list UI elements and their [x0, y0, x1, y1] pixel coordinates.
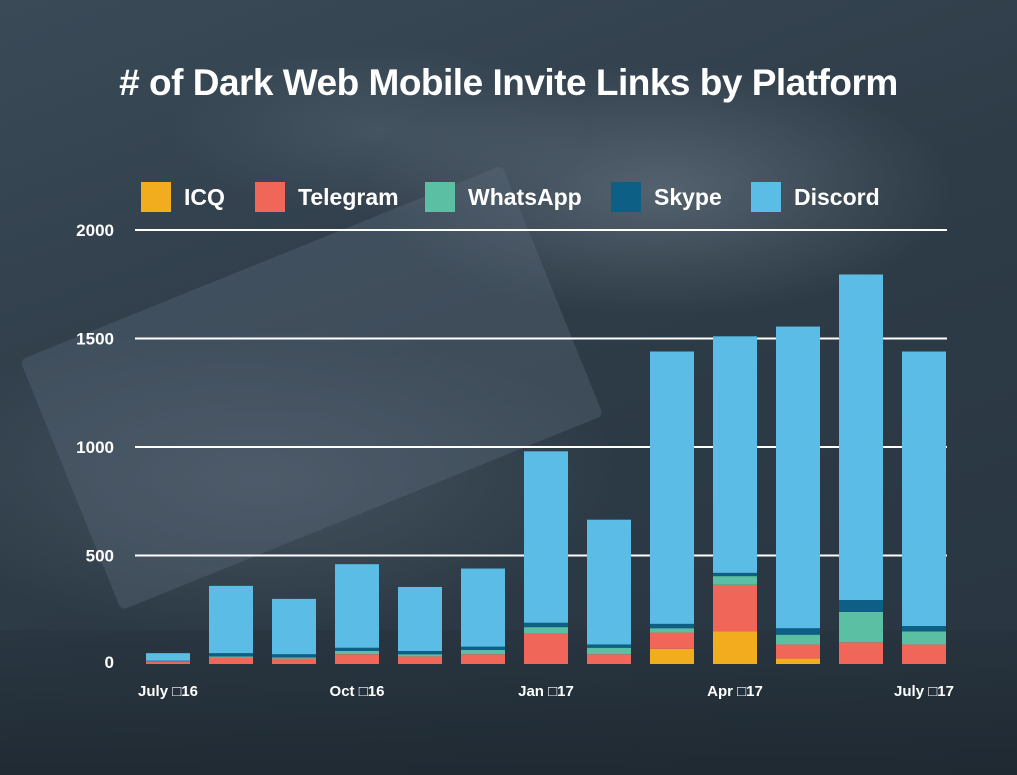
bar-skype-5 [461, 646, 505, 650]
legend-label-skype: Skype [654, 183, 722, 210]
bar-skype-10 [776, 628, 820, 635]
bar-skype-9 [713, 572, 757, 577]
legend-swatch-telegram [255, 182, 285, 212]
bar-stack-3 [335, 564, 379, 664]
legend-swatch-icq [141, 182, 171, 212]
bar-telegram-9 [713, 584, 757, 632]
bar-whatsapp-10 [776, 634, 820, 645]
bar-whatsapp-3 [335, 650, 379, 655]
legend-swatch-whatsapp [425, 182, 455, 212]
legend-item-telegram: Telegram [255, 178, 399, 216]
x-tick-label-0: July □16 [138, 683, 198, 700]
bar-discord-4 [398, 586, 442, 651]
bar-discord-2 [272, 598, 316, 655]
bar-icq-10 [776, 658, 820, 664]
legend: ICQ Telegram WhatsApp Skype Discord [0, 178, 1017, 216]
bar-skype-12 [902, 626, 946, 632]
bar-stack-6 [524, 451, 568, 664]
legend-item-icq: ICQ [141, 178, 225, 216]
bar-telegram-4 [398, 656, 442, 664]
bar-whatsapp-11 [839, 611, 883, 643]
legend-item-discord: Discord [751, 178, 880, 216]
bar-telegram-5 [461, 654, 505, 664]
x-tick-label-12: July □17 [894, 683, 954, 700]
bar-skype-7 [587, 644, 631, 648]
bar-discord-9 [713, 336, 757, 573]
bar-stack-12 [902, 351, 946, 664]
legend-item-whatsapp: WhatsApp [425, 178, 582, 216]
legend-label-icq: ICQ [184, 183, 225, 210]
bar-discord-12 [902, 351, 946, 627]
y-tick-label-500: 500 [86, 547, 114, 566]
bar-discord-3 [335, 564, 379, 648]
bar-skype-3 [335, 647, 379, 651]
y-tick-label-2000: 2000 [76, 221, 114, 240]
x-tick-label-3: Oct □16 [330, 683, 385, 700]
bar-whatsapp-12 [902, 631, 946, 645]
bar-skype-4 [398, 650, 442, 655]
bar-telegram-10 [776, 644, 820, 659]
bar-icq-8 [650, 648, 694, 664]
bar-skype-6 [524, 622, 568, 628]
bar-whatsapp-5 [461, 649, 505, 655]
y-tick-label-1500: 1500 [76, 330, 114, 349]
bar-discord-0 [146, 653, 190, 661]
bar-telegram-0 [146, 661, 190, 664]
chart-title: # of Dark Web Mobile Invite Links by Pla… [119, 62, 898, 103]
bar-discord-8 [650, 351, 694, 624]
legend-item-skype: Skype [611, 178, 722, 216]
bar-stack-2 [272, 598, 316, 664]
bar-whatsapp-7 [587, 647, 631, 655]
bar-telegram-8 [650, 632, 694, 649]
bar-discord-10 [776, 326, 820, 629]
bar-stack-8 [650, 351, 694, 664]
legend-swatch-skype [611, 182, 641, 212]
bar-skype-1 [209, 653, 253, 657]
x-tick-label-9: Apr □17 [707, 683, 763, 700]
bar-icq-9 [713, 631, 757, 664]
y-tick-label-1000: 1000 [76, 438, 114, 457]
bar-discord-6 [524, 451, 568, 623]
bar-stack-10 [776, 326, 820, 664]
legend-swatch-discord [751, 182, 781, 212]
y-axis-ticks: 0 500 1000 1500 2000 [76, 221, 114, 672]
bar-stack-1 [209, 585, 253, 664]
bar-telegram-2 [272, 658, 316, 664]
bar-stack-7 [587, 519, 631, 664]
bar-discord-7 [587, 519, 631, 645]
bar-whatsapp-8 [650, 628, 694, 633]
legend-label-whatsapp: WhatsApp [468, 183, 582, 210]
bar-skype-8 [650, 623, 694, 629]
bar-stack-0 [146, 653, 190, 664]
bar-whatsapp-0 [146, 661, 190, 662]
bar-whatsapp-4 [398, 654, 442, 657]
legend-label-telegram: Telegram [298, 183, 399, 210]
bar-discord-11 [839, 274, 883, 600]
y-tick-label-0: 0 [105, 653, 114, 672]
legend-label-discord: Discord [794, 183, 880, 210]
bar-discord-1 [209, 585, 253, 654]
bar-telegram-3 [335, 654, 379, 664]
bar-stack-4 [398, 586, 442, 664]
bar-telegram-7 [587, 654, 631, 664]
bar-telegram-12 [902, 644, 946, 664]
bar-whatsapp-2 [272, 657, 316, 659]
x-axis-ticks: July □16 Oct □16 Jan □17 Apr □17 July □17 [138, 683, 954, 700]
bar-skype-11 [839, 599, 883, 612]
bar-telegram-11 [839, 642, 883, 664]
bar-whatsapp-1 [209, 656, 253, 658]
bar-stack-5 [461, 568, 505, 664]
bar-stack-9 [713, 336, 757, 664]
bar-discord-5 [461, 568, 505, 647]
bars [146, 274, 946, 664]
bar-telegram-1 [209, 657, 253, 664]
bar-stack-11 [839, 274, 883, 664]
x-tick-label-6: Jan □17 [518, 683, 574, 700]
bar-whatsapp-6 [524, 627, 568, 634]
bar-whatsapp-9 [713, 576, 757, 585]
bar-telegram-6 [524, 633, 568, 664]
bar-skype-2 [272, 654, 316, 658]
